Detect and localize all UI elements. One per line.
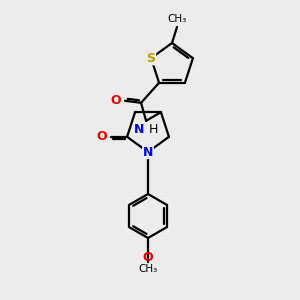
Text: H: H <box>149 123 158 136</box>
Text: N: N <box>143 146 153 158</box>
Text: CH₃: CH₃ <box>167 14 187 24</box>
Text: O: O <box>110 94 121 107</box>
Text: O: O <box>97 130 107 143</box>
Text: S: S <box>147 52 156 65</box>
Text: O: O <box>143 251 153 264</box>
Text: N: N <box>134 123 144 136</box>
Text: CH₃: CH₃ <box>138 264 158 274</box>
